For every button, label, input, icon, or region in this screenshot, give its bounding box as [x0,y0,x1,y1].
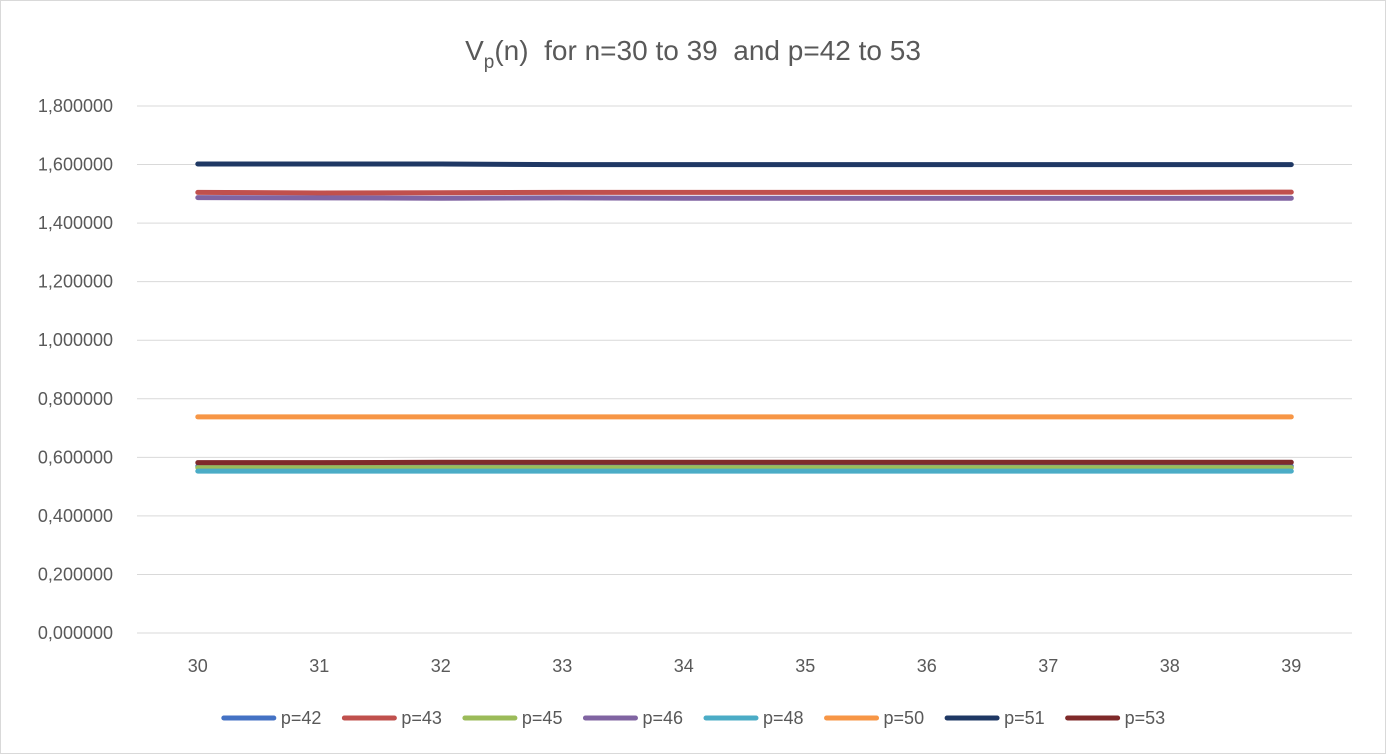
legend-item-p=51: p=51 [944,708,1045,728]
legend-item-p=42: p=42 [221,708,322,728]
y-tick-label: 1,000000 [38,330,113,350]
x-tick-label: 32 [431,656,451,676]
y-axis-ticks: 0,000000 0,200000 0,400000 0,600000 0,800000… [38,96,113,643]
title-subscript: p [484,52,495,73]
legend-label: p=50 [884,708,925,728]
y-tick-label: 0,200000 [38,564,113,584]
legend-item-p=43: p=43 [341,708,442,728]
legend-item-p=45: p=45 [462,708,563,728]
legend: p=42 p=43 p=45 p=46 p=48 p=50 p=51 p=53 [221,708,1166,728]
x-tick-label: 38 [1160,656,1180,676]
series-line-p=43 [195,189,1294,196]
y-tick-label: 0,000000 [38,623,113,643]
legend-item-p=48: p=48 [703,708,804,728]
legend-label: p=51 [1004,708,1045,728]
chart-title: Vp(n) for n=30 to 39 and p=42 to 53 [465,35,921,73]
y-tick-label: 1,600000 [38,155,113,175]
legend-label: p=43 [401,708,442,728]
legend-label: p=42 [281,708,322,728]
legend-item-p=53: p=53 [1065,708,1166,728]
y-tick-label: 0,400000 [38,506,113,526]
series-line-p=51 [195,161,1294,168]
y-tick-label: 1,200000 [38,272,113,292]
x-tick-label: 34 [674,656,694,676]
x-tick-label: 36 [917,656,937,676]
legend-label: p=46 [642,708,683,728]
y-tick-label: 1,800000 [38,96,113,116]
series-line-p=46 [195,195,1294,201]
legend-item-p=46: p=46 [582,708,683,728]
legend-label: p=53 [1125,708,1166,728]
x-axis-ticks: 30 31 32 33 34 35 36 37 38 39 [188,656,1302,676]
gridlines [137,105,1352,634]
legend-label: p=48 [763,708,804,728]
x-tick-label: 35 [795,656,815,676]
x-tick-label: 37 [1038,656,1058,676]
x-tick-label: 30 [188,656,208,676]
y-tick-label: 0,800000 [38,389,113,409]
legend-item-p=50: p=50 [824,708,925,728]
series-lines [195,161,1294,474]
legend-label: p=45 [522,708,563,728]
y-tick-label: 1,400000 [38,213,113,233]
y-tick-label: 0,600000 [38,447,113,467]
x-tick-label: 31 [309,656,329,676]
title-rest: (n) for n=30 to 39 and p=42 to 53 [494,35,921,66]
title-main: V [465,35,484,66]
x-tick-label: 33 [552,656,572,676]
x-tick-label: 39 [1281,656,1301,676]
